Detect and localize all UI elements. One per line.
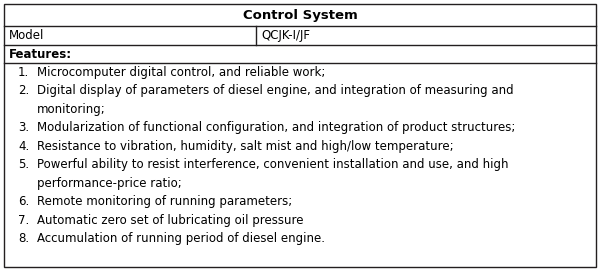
- Text: QCJK-I/JF: QCJK-I/JF: [262, 29, 311, 42]
- Text: Digital display of parameters of diesel engine, and integration of measuring and: Digital display of parameters of diesel …: [37, 84, 514, 97]
- Text: performance-price ratio;: performance-price ratio;: [37, 177, 182, 190]
- Text: 6.: 6.: [18, 195, 29, 208]
- Text: 5.: 5.: [18, 158, 29, 171]
- Text: Control System: Control System: [242, 8, 358, 21]
- Text: Modularization of functional configuration, and integration of product structure: Modularization of functional configurati…: [37, 121, 515, 134]
- Text: 2.: 2.: [18, 84, 29, 97]
- Text: 4.: 4.: [18, 140, 29, 153]
- Text: 3.: 3.: [18, 121, 29, 134]
- Text: Accumulation of running period of diesel engine.: Accumulation of running period of diesel…: [37, 232, 325, 245]
- Text: Microcomputer digital control, and reliable work;: Microcomputer digital control, and relia…: [37, 66, 325, 79]
- Text: Resistance to vibration, humidity, salt mist and high/low temperature;: Resistance to vibration, humidity, salt …: [37, 140, 454, 153]
- Text: monitoring;: monitoring;: [37, 103, 106, 116]
- Text: Automatic zero set of lubricating oil pressure: Automatic zero set of lubricating oil pr…: [37, 214, 304, 227]
- Text: Model: Model: [9, 29, 44, 42]
- Text: 1.: 1.: [18, 66, 29, 79]
- Text: 7.: 7.: [18, 214, 29, 227]
- Text: Features:: Features:: [9, 47, 72, 60]
- Text: Remote monitoring of running parameters;: Remote monitoring of running parameters;: [37, 195, 292, 208]
- Text: 8.: 8.: [18, 232, 29, 245]
- Text: Powerful ability to resist interference, convenient installation and use, and hi: Powerful ability to resist interference,…: [37, 158, 509, 171]
